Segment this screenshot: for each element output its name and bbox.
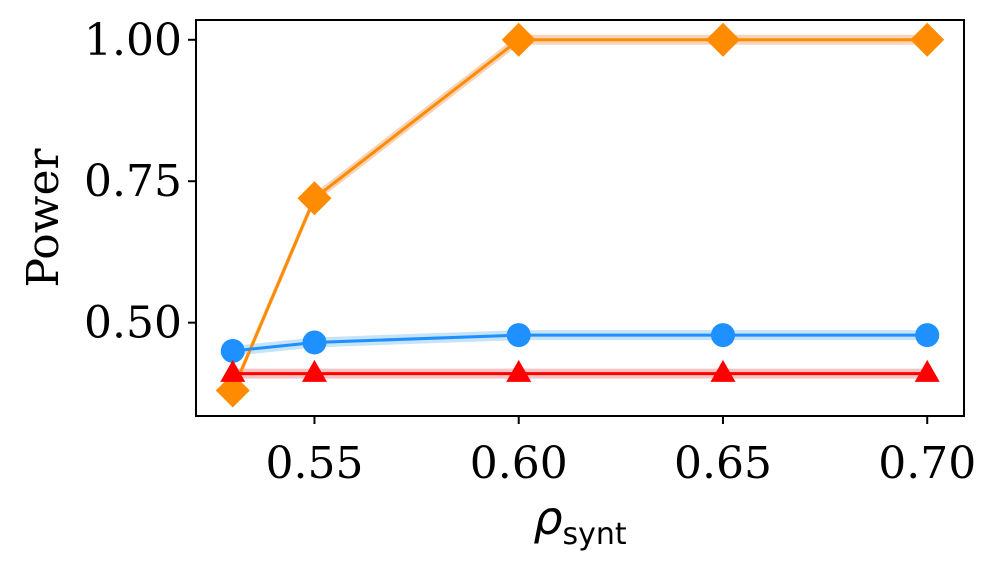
series-0-point [501, 22, 536, 57]
series-0-point [297, 181, 332, 216]
series-0-point [910, 22, 945, 57]
x-tick-label: 0.60 [470, 438, 568, 489]
series-0-point [215, 373, 250, 408]
x-axis-label-main: ρ [533, 491, 562, 545]
series-1-point [710, 323, 735, 348]
series-2-point [914, 359, 940, 382]
series-0-point [705, 22, 740, 57]
x-axis-label-subscript: synt [563, 517, 627, 552]
series-1-point [302, 330, 327, 355]
series-2-point [506, 359, 532, 382]
series-1-point [506, 323, 531, 348]
x-axis-label: ρsynt [533, 491, 627, 552]
series-1-point [220, 338, 245, 363]
plot-frame [195, 19, 965, 417]
x-tick-label: 0.70 [878, 438, 976, 489]
x-tick-label: 0.65 [674, 438, 772, 489]
x-axis-ticks: 0.55 0.60 0.65 0.70 [265, 416, 976, 489]
y-axis-ticks: 0.50 0.75 1.00 [84, 15, 196, 349]
y-axis-label: Power [18, 148, 69, 288]
series-markers [215, 22, 945, 408]
series-0-band [232, 34, 928, 396]
y-tick-label: 1.00 [84, 15, 182, 66]
series-2-point [220, 359, 246, 382]
series-1-point [915, 323, 940, 348]
y-tick-label: 0.50 [84, 298, 182, 349]
series-2-point [301, 359, 327, 382]
y-tick-label: 0.75 [84, 156, 182, 207]
x-tick-label: 0.55 [265, 438, 363, 489]
series-2-point [710, 359, 736, 382]
